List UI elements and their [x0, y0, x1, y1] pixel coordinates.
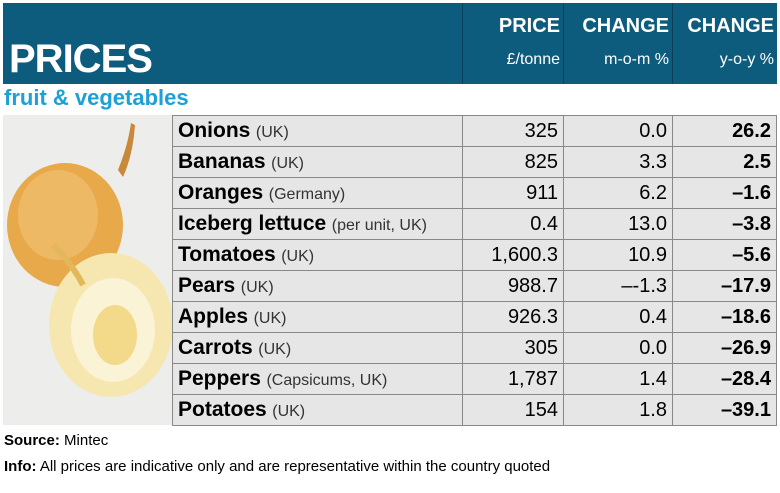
mom-cell: 1.4	[563, 363, 673, 395]
column-header-yoy: CHANGE y-o-y %	[672, 3, 778, 84]
yoy-cell: 2.5	[672, 146, 777, 178]
price-cell: 911	[462, 177, 564, 209]
subtitle: fruit & vegetables	[4, 85, 189, 110]
table-row: Iceberg lettuce (per unit, UK) 0.4 13.0 …	[172, 208, 777, 240]
mom-cell: 0.0	[563, 115, 673, 147]
mom-cell: 6.2	[563, 177, 673, 209]
prices-table: Onions (UK) 325 0.0 26.2 Bananas (UK) 825…	[172, 115, 777, 426]
yoy-cell: –39.1	[672, 394, 777, 426]
page-title: PRICES	[9, 37, 153, 81]
mom-cell: 3.3	[563, 146, 673, 178]
onion-image	[3, 115, 172, 425]
header-bar: PRICES PRICE £/tonne CHANGE m-o-m % CHANGE…	[3, 3, 777, 84]
table-row: Bananas (UK) 825 3.3 2.5	[172, 146, 777, 178]
item-name: Oranges (Germany)	[172, 177, 463, 209]
table-row: Pears (UK) 988.7 –-1.3 –17.9	[172, 270, 777, 302]
table-row: Carrots (UK) 305 0.0 –26.9	[172, 332, 777, 364]
info-line: Info: All prices are indicative only and…	[4, 458, 551, 475]
table-row: Apples (UK) 926.3 0.4 –18.6	[172, 301, 777, 333]
price-cell: 154	[462, 394, 564, 426]
yoy-cell: –17.9	[672, 270, 777, 302]
column-header-mom: CHANGE m-o-m %	[563, 3, 673, 84]
mom-cell: 13.0	[563, 208, 673, 240]
yoy-cell: –3.8	[672, 208, 777, 240]
item-name: Pears (UK)	[172, 270, 463, 302]
table-row: Potatoes (UK) 154 1.8 –39.1	[172, 394, 777, 426]
mom-cell: 1.8	[563, 394, 673, 426]
table-row: Onions (UK) 325 0.0 26.2	[172, 115, 777, 147]
yoy-cell: –18.6	[672, 301, 777, 333]
table-row: Oranges (Germany) 911 6.2 –1.6	[172, 177, 777, 209]
price-cell: 825	[462, 146, 564, 178]
source-line: Source: Mintec	[4, 432, 109, 449]
yoy-cell: –5.6	[672, 239, 777, 271]
yoy-cell: 26.2	[672, 115, 777, 147]
item-name: Bananas (UK)	[172, 146, 463, 178]
mom-cell: 10.9	[563, 239, 673, 271]
yoy-cell: –28.4	[672, 363, 777, 395]
item-name: Tomatoes (UK)	[172, 239, 463, 271]
table-row: Peppers (Capsicums, UK) 1,787 1.4 –28.4	[172, 363, 777, 395]
item-name: Onions (UK)	[172, 115, 463, 147]
yoy-cell: –26.9	[672, 332, 777, 364]
item-name: Potatoes (UK)	[172, 394, 463, 426]
price-cell: 305	[462, 332, 564, 364]
mom-cell: 0.0	[563, 332, 673, 364]
table-row: Tomatoes (UK) 1,600.3 10.9 –5.6	[172, 239, 777, 271]
price-cell: 988.7	[462, 270, 564, 302]
item-name: Carrots (UK)	[172, 332, 463, 364]
price-cell: 926.3	[462, 301, 564, 333]
item-name: Peppers (Capsicums, UK)	[172, 363, 463, 395]
price-cell: 1,787	[462, 363, 564, 395]
price-cell: 0.4	[462, 208, 564, 240]
yoy-cell: –1.6	[672, 177, 777, 209]
column-header-price: PRICE £/tonne	[462, 3, 564, 84]
mom-cell: 0.4	[563, 301, 673, 333]
mom-cell: –-1.3	[563, 270, 673, 302]
item-name: Apples (UK)	[172, 301, 463, 333]
price-cell: 1,600.3	[462, 239, 564, 271]
price-cell: 325	[462, 115, 564, 147]
item-name: Iceberg lettuce (per unit, UK)	[172, 208, 463, 240]
